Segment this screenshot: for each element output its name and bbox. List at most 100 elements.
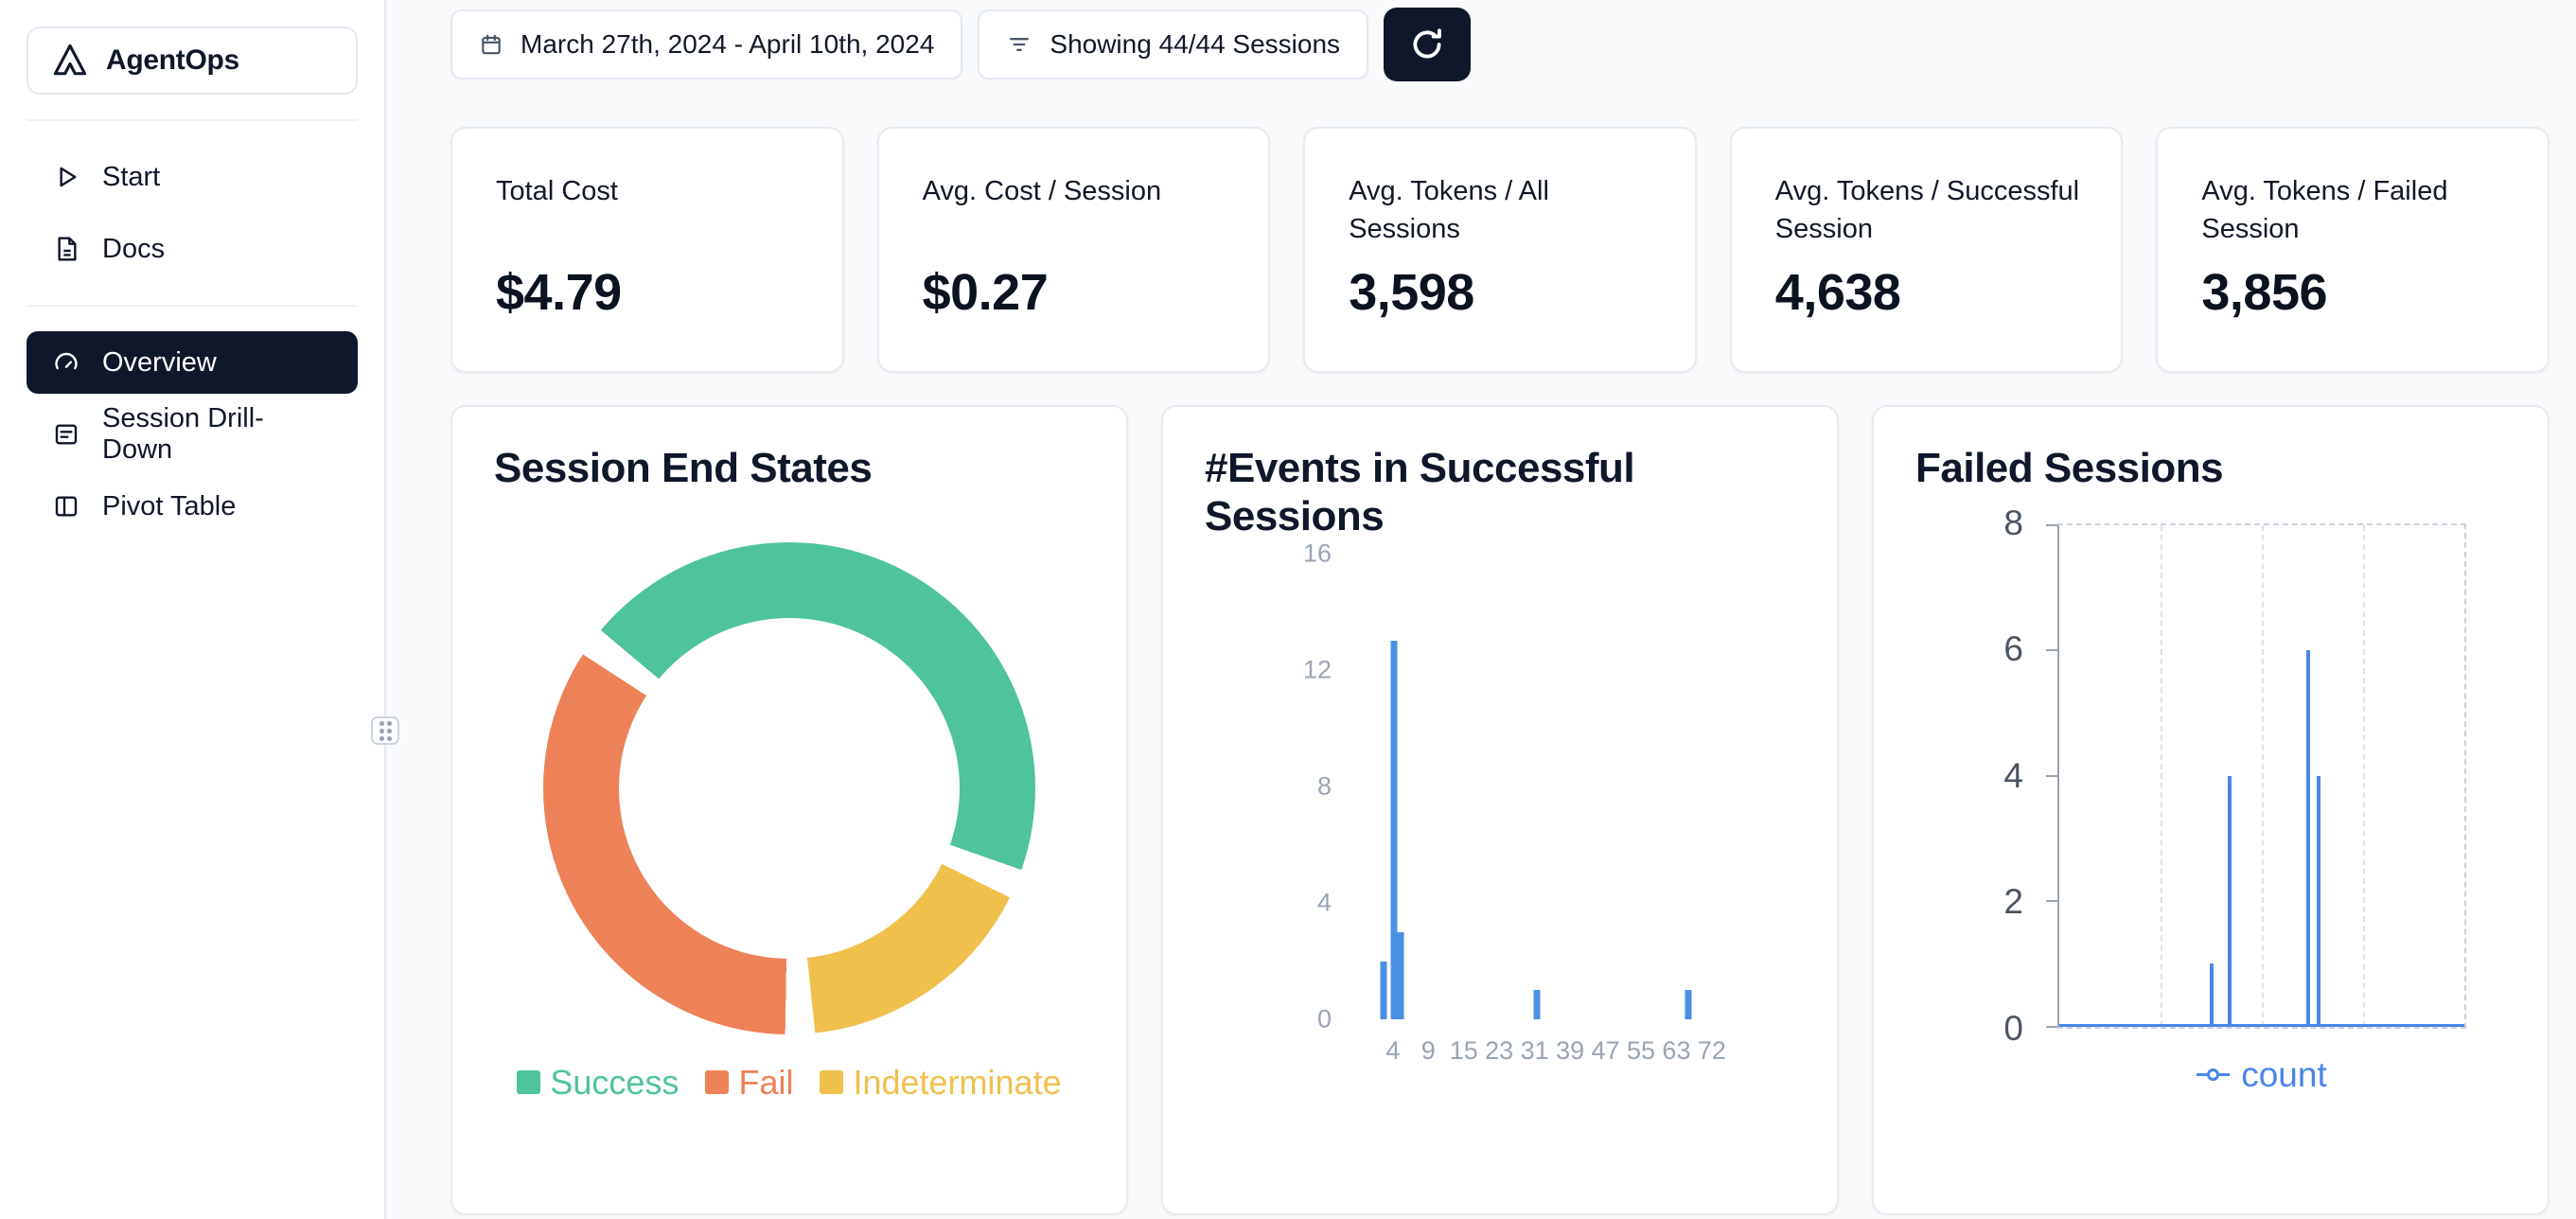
chart-title: Session End States: [494, 445, 873, 491]
y-tick-label: 6: [2003, 629, 2023, 669]
legend-label: Success: [550, 1062, 679, 1102]
y-tick-label: 4: [2003, 755, 2023, 795]
y-tick-label: 8: [2003, 503, 2023, 542]
donut-chart: [543, 541, 1035, 1034]
spike: [2306, 650, 2311, 1027]
y-tick-label: 4: [1316, 888, 1332, 917]
bar: [1390, 641, 1398, 1020]
legend-swatch: [517, 1070, 541, 1095]
y-tick: [2046, 523, 2057, 526]
spike: [2209, 963, 2214, 1027]
legend-label: Indeterminate: [853, 1062, 1062, 1102]
x-tick-label: 4: [1385, 1036, 1401, 1066]
legend-swatch: [820, 1070, 844, 1095]
legend-label: Fail: [738, 1062, 794, 1102]
stat-value: $4.79: [496, 264, 622, 321]
x-tick-label: 31: [1520, 1036, 1549, 1066]
stat-label: Avg. Cost / Session: [922, 176, 1162, 206]
legend-item-fail[interactable]: Fail: [705, 1063, 793, 1103]
stat-value: 3,856: [2201, 264, 2328, 321]
spike: [2227, 775, 2232, 1027]
events-y-axis: 16 12 8 4 0: [1205, 539, 1349, 1034]
toolbar: March 27th, 2024 - April 10th, 2024 Show…: [450, 8, 2550, 81]
sidebar-item-docs[interactable]: Docs: [26, 218, 358, 280]
x-tick-label: 47: [1591, 1036, 1620, 1066]
stat-label: Total Cost: [496, 176, 618, 206]
bar: [1397, 931, 1404, 1020]
failed-plot: [2046, 522, 2466, 1029]
stat-card-avg-tokens-failed: Avg. Tokens / Failed Session 3,856: [2156, 127, 2550, 373]
bar: [1380, 961, 1387, 1020]
sidebar-item-pivot-table[interactable]: Pivot Table: [26, 475, 358, 538]
filter-icon: [1010, 38, 1030, 51]
gridline: [2262, 524, 2264, 1027]
sidebar-resize-handle[interactable]: [371, 716, 399, 745]
app-name: AgentOps: [106, 44, 239, 76]
events-plot: [1366, 554, 1761, 1020]
stat-value: $0.27: [922, 264, 1049, 321]
sidebar-nav: Start Docs Overview Session Drill-Down: [26, 146, 358, 538]
x-tick-label: 63: [1662, 1036, 1691, 1066]
x-tick-label: 39: [1556, 1036, 1585, 1066]
events-chart-card: #Events in Successful Sessions 16 12 8 4…: [1161, 405, 1839, 1215]
failed-legend[interactable]: count: [2057, 1055, 2466, 1095]
agentops-logo-icon: [53, 44, 87, 76]
session-end-states-card: Session End States Success Fail Indeterm…: [450, 405, 1128, 1215]
pivot-icon: [55, 496, 78, 517]
y-tick: [2046, 774, 2057, 777]
chart-title: Failed Sessions: [1915, 445, 2224, 491]
y-tick: [2046, 649, 2057, 652]
calendar-icon: [482, 34, 501, 55]
y-tick: [2046, 900, 2057, 903]
failed-sessions-chart: 8 6 4 2 0: [1915, 499, 2506, 1127]
events-x-axis: 4 9 15 23 31 39 47 55 63 72: [1366, 1036, 1761, 1069]
x-tick-label: 9: [1420, 1036, 1436, 1066]
x-tick-label: 72: [1697, 1036, 1726, 1066]
play-icon: [60, 167, 77, 187]
charts-row: Session End States Success Fail Indeterm…: [450, 405, 2550, 1215]
divider: [26, 119, 358, 121]
x-tick-label: 55: [1626, 1036, 1656, 1066]
sidebar-item-start[interactable]: Start: [26, 146, 358, 208]
y-tick-label: 12: [1302, 655, 1332, 684]
date-range-label: March 27th, 2024 - April 10th, 2024: [520, 29, 935, 59]
y-tick-label: 16: [1302, 539, 1332, 568]
chart-title: #Events in Successful Sessions: [1205, 445, 1635, 539]
sidebar-item-label: Start: [102, 161, 161, 192]
gauge-icon: [55, 352, 78, 370]
main-content: March 27th, 2024 - April 10th, 2024 Show…: [386, 0, 2576, 1219]
y-tick: [2046, 1025, 2057, 1028]
sessions-filter-label: Showing 44/44 Sessions: [1050, 29, 1341, 59]
legend-item-success[interactable]: Success: [517, 1063, 679, 1103]
gridline: [2161, 524, 2162, 1027]
y-tick-label: 0: [1316, 1004, 1332, 1034]
sidebar-item-label: Overview: [102, 346, 217, 378]
y-axis-line: [2057, 524, 2059, 1027]
sidebar-item-overview[interactable]: Overview: [26, 331, 358, 394]
sidebar-item-session-drill-down[interactable]: Session Drill-Down: [26, 403, 358, 466]
y-tick-label: 2: [2003, 882, 2023, 922]
app-logo[interactable]: AgentOps: [26, 26, 358, 95]
stat-value: 4,638: [1774, 264, 1901, 321]
date-range-button[interactable]: March 27th, 2024 - April 10th, 2024: [450, 9, 963, 80]
sidebar-item-label: Session Drill-Down: [102, 403, 264, 465]
refresh-button[interactable]: [1384, 8, 1472, 81]
x-tick-label: 15: [1449, 1036, 1478, 1066]
bar: [1533, 990, 1541, 1020]
stat-label: Avg. Tokens / All Sessions: [1349, 176, 1549, 245]
x-tick-label: 23: [1485, 1036, 1514, 1066]
count-line-marker: [2197, 1069, 2231, 1082]
legend-swatch: [705, 1070, 730, 1095]
donut-legend: Success Fail Indeterminate: [494, 1063, 1085, 1103]
failed-y-axis: 8 6 4 2 0: [1915, 504, 2044, 1048]
legend-item-indeterminate[interactable]: Indeterminate: [820, 1062, 1062, 1103]
sidebar: AgentOps Start Docs Overview Sessio: [0, 0, 386, 1219]
stat-card-avg-tokens-successful: Avg. Tokens / Successful Session 4,638: [1729, 127, 2124, 373]
donut-hole: [619, 617, 960, 959]
legend-label: count: [2241, 1054, 2327, 1094]
y-tick-label: 8: [1316, 771, 1332, 801]
stat-label: Avg. Tokens / Failed Session: [2201, 176, 2448, 245]
count-baseline: [2059, 1023, 2464, 1027]
sessions-filter-button[interactable]: Showing 44/44 Sessions: [978, 9, 1369, 80]
divider: [26, 305, 358, 307]
